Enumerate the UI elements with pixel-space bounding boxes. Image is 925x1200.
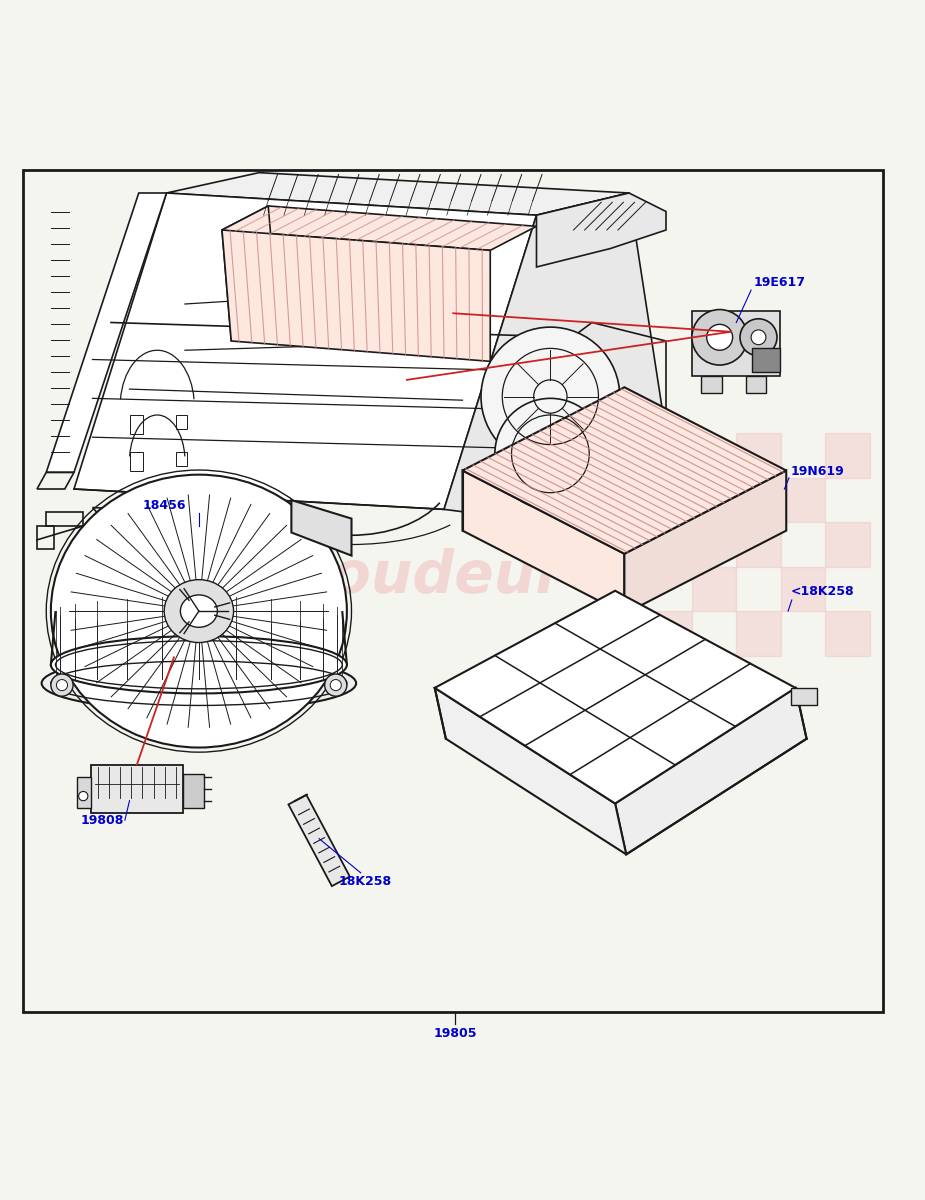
Bar <box>825 522 870 566</box>
Bar <box>648 611 692 655</box>
Circle shape <box>692 310 747 365</box>
Bar <box>791 688 817 704</box>
Polygon shape <box>46 193 166 473</box>
Bar <box>648 433 692 478</box>
Text: 19E617: 19E617 <box>754 276 806 288</box>
Bar <box>130 452 143 470</box>
Bar <box>781 478 825 522</box>
Polygon shape <box>435 688 626 854</box>
Polygon shape <box>624 470 786 614</box>
Text: 18K258: 18K258 <box>339 875 392 888</box>
Bar <box>752 348 780 372</box>
Polygon shape <box>166 173 629 215</box>
Text: c        a r t s: c a r t s <box>111 635 311 667</box>
Text: <18K258: <18K258 <box>791 586 855 599</box>
Ellipse shape <box>51 475 347 748</box>
Polygon shape <box>536 193 666 266</box>
Bar <box>825 433 870 478</box>
Text: soudeur: soudeur <box>296 548 564 605</box>
Circle shape <box>495 398 606 509</box>
Bar <box>736 611 781 655</box>
Polygon shape <box>435 590 796 804</box>
Circle shape <box>481 328 620 466</box>
Bar <box>692 478 736 522</box>
Circle shape <box>740 319 777 355</box>
Bar <box>825 611 870 655</box>
Circle shape <box>751 330 766 344</box>
Circle shape <box>325 674 347 696</box>
Polygon shape <box>222 206 536 251</box>
Bar <box>692 566 736 611</box>
Polygon shape <box>615 688 807 854</box>
Bar <box>692 311 780 376</box>
Polygon shape <box>462 470 624 614</box>
Bar <box>701 376 722 392</box>
Bar <box>77 776 91 808</box>
Bar <box>648 522 692 566</box>
Bar <box>37 526 54 550</box>
Polygon shape <box>462 388 786 553</box>
Bar <box>91 764 183 812</box>
Polygon shape <box>291 500 352 556</box>
Bar <box>130 415 143 433</box>
Bar <box>781 566 825 611</box>
Circle shape <box>79 792 88 800</box>
Bar <box>736 433 781 478</box>
Ellipse shape <box>165 580 233 642</box>
Ellipse shape <box>51 636 347 694</box>
Text: 19805: 19805 <box>433 1026 477 1039</box>
Polygon shape <box>289 794 350 886</box>
Ellipse shape <box>180 595 217 628</box>
Text: 19N619: 19N619 <box>791 466 845 478</box>
Text: 18456: 18456 <box>142 499 187 512</box>
Polygon shape <box>444 193 666 526</box>
Circle shape <box>707 324 733 350</box>
Ellipse shape <box>42 655 356 710</box>
Circle shape <box>51 674 73 696</box>
Bar <box>176 415 187 428</box>
Polygon shape <box>222 230 490 361</box>
Bar <box>183 774 204 808</box>
Bar <box>176 452 187 466</box>
Circle shape <box>330 679 341 691</box>
Polygon shape <box>74 193 536 509</box>
Text: 19808: 19808 <box>80 814 123 827</box>
Bar <box>746 376 766 392</box>
Bar <box>736 522 781 566</box>
Polygon shape <box>222 206 278 341</box>
Circle shape <box>56 679 68 691</box>
